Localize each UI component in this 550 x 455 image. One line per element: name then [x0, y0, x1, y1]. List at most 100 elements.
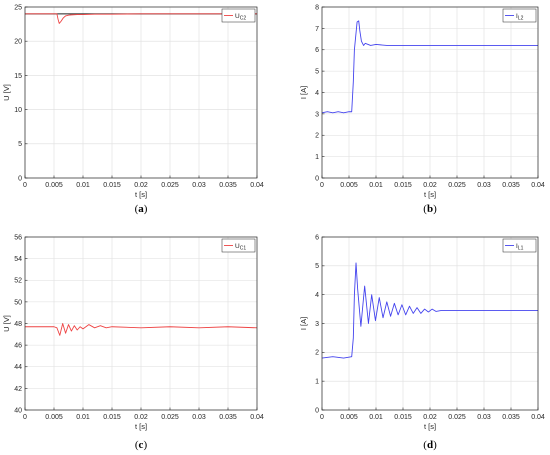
y-tick-label: 2	[315, 133, 319, 140]
y-tick-label: 4	[315, 90, 319, 97]
y-tick-label: 25	[14, 4, 22, 11]
y-tick-label: 0	[315, 407, 319, 414]
legend-box	[502, 8, 537, 23]
y-tick-label: 1	[315, 379, 319, 386]
x-tick-label: 0.015	[394, 414, 412, 421]
series-line-UC2	[25, 13, 257, 24]
legend: IL1	[502, 238, 537, 253]
y-tick-label: 50	[14, 299, 22, 306]
x-tick-label: 0.035	[219, 414, 237, 421]
y-tick-label: 5	[18, 141, 22, 148]
x-tick-label: 0.01	[76, 414, 90, 421]
caption-letter: a	[138, 203, 144, 215]
x-tick-label: 0.02	[134, 414, 148, 421]
chart-d: 0 0.005 0.01 0.015 0.02 0.025 0.03 0.035 0.04 0 1 2…	[299, 234, 545, 451]
x-tick-label: 0.035	[502, 414, 520, 421]
y-tick-label: 48	[14, 321, 22, 328]
y-tick-label: 0	[315, 175, 319, 182]
y-tick-label: 2	[315, 350, 319, 357]
y-tick-label: 6	[315, 234, 319, 241]
series-line-UC1	[25, 323, 258, 336]
y-tick-label: 56	[14, 234, 22, 241]
x-tick-label: 0.025	[161, 414, 179, 421]
y-tick-label: 3	[315, 111, 319, 118]
caption-close: )	[143, 439, 147, 451]
x-tick-label: 0.04	[250, 414, 264, 421]
y-tick-label: 4	[315, 292, 319, 299]
legend-label-sub: L2	[518, 15, 524, 21]
caption-letter: b	[427, 203, 433, 215]
legend: UC2	[221, 8, 256, 23]
x-tick-label: 0.01	[369, 414, 383, 421]
y-tick-label: 54	[14, 256, 22, 263]
x-tick-label: 0.02	[134, 182, 148, 189]
y-tick-label: 5	[315, 69, 319, 76]
panel-caption: (b)	[423, 203, 437, 215]
y-tick-label: 8	[315, 4, 319, 11]
y-tick-label: 0	[18, 175, 22, 182]
y-axis-label: U [V]	[2, 315, 11, 332]
x-tick-label: 0.005	[45, 414, 63, 421]
x-tick-label: 0.03	[192, 182, 206, 189]
x-tick-label: 0.015	[103, 182, 121, 189]
y-tick-label: 5	[315, 263, 319, 270]
y-axis-label: I [A]	[299, 86, 308, 99]
x-tick-label: 0.015	[103, 414, 121, 421]
panel-caption: (c)	[135, 439, 148, 451]
legend-label-main: U	[235, 243, 240, 250]
x-axis-label: t [s]	[135, 190, 147, 199]
y-axis-label: U [V]	[2, 84, 11, 101]
legend-label: IL1	[516, 243, 524, 252]
chart-c: 0 0.005 0.01 0.015 0.02 0.025 0.03 0.035 0.04 40 4…	[2, 234, 264, 451]
chart-b: 0 0.005 0.01 0.015 0.02 0.025 0.03 0.035 0.04 0 1 2…	[299, 4, 545, 215]
legend-label-sub: L1	[518, 245, 524, 251]
legend-label-main: I	[516, 13, 518, 20]
x-tick-label: 0.03	[477, 414, 491, 421]
legend-box	[221, 238, 256, 253]
caption-letter: d	[427, 439, 433, 451]
caption-close: )	[144, 203, 148, 215]
x-axis-label: t [s]	[135, 422, 147, 431]
caption-close: )	[433, 439, 437, 451]
x-tick-label: 0	[23, 414, 27, 421]
caption-open: (	[135, 439, 139, 451]
legend-label-main: U	[235, 13, 240, 20]
series-line-IL1	[321, 262, 538, 359]
legend-label-main: I	[516, 243, 518, 250]
chart-a: 0 0.005 0.01 0.015 0.02 0.025 0.03 0.035 0.04 0 5 1…	[2, 4, 264, 215]
legend-label: UC1	[235, 243, 246, 252]
x-tick-label: 0.04	[250, 182, 264, 189]
caption-open: (	[423, 203, 427, 215]
x-tick-label: 0.035	[219, 182, 237, 189]
x-tick-label: 0.03	[192, 414, 206, 421]
y-tick-label: 3	[315, 321, 319, 328]
x-tick-label: 0.005	[340, 414, 358, 421]
legend-label: IL2	[516, 13, 524, 22]
y-tick-label: 10	[14, 107, 22, 114]
x-tick-label: 0.025	[448, 182, 466, 189]
legend-label: UC2	[235, 13, 246, 22]
legend: IL2	[502, 8, 537, 23]
x-axis-label: t [s]	[424, 190, 436, 199]
y-tick-label: 20	[14, 39, 22, 46]
x-axis-label: t [s]	[424, 422, 436, 431]
series-line-IL2	[321, 20, 538, 114]
y-tick-label: 15	[14, 73, 22, 80]
y-axis-label: I [A]	[299, 317, 308, 330]
y-tick-label: 1	[315, 154, 319, 161]
caption-open: (	[135, 203, 139, 215]
x-tick-label: 0.01	[369, 182, 383, 189]
legend-label-sub: C2	[240, 15, 247, 21]
x-tick-label: 0.04	[531, 182, 545, 189]
legend-box	[502, 238, 537, 253]
x-tick-label: 0.04	[531, 414, 545, 421]
x-tick-label: 0.02	[423, 414, 437, 421]
x-tick-label: 0	[23, 182, 27, 189]
legend-box	[221, 8, 256, 23]
y-tick-label: 6	[315, 47, 319, 54]
legend: UC1	[221, 238, 256, 253]
x-tick-label: 0.015	[394, 182, 412, 189]
caption-close: )	[433, 203, 437, 215]
caption-open: (	[423, 439, 427, 451]
y-tick-label: 52	[14, 278, 22, 285]
